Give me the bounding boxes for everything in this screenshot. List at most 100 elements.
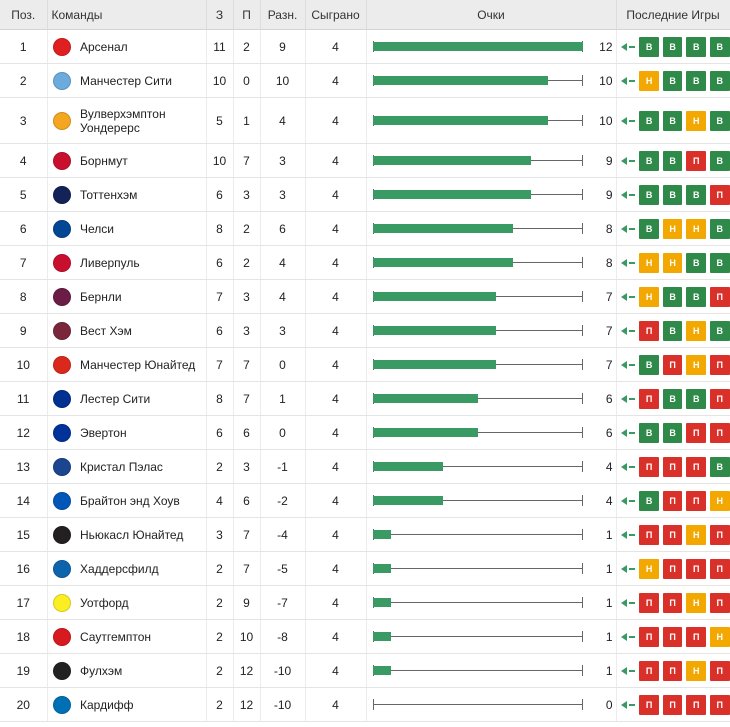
table-row[interactable]: 16 Хаддерсфилд 2 7 -5 4 1 Н П П П [0,551,730,586]
team-logo-icon[interactable] [52,151,71,170]
form-result-l[interactable]: П [662,626,683,647]
team-name[interactable]: Вест Хэм [76,313,207,348]
form-result-w[interactable]: В [639,490,659,511]
form-result-w[interactable]: В [662,320,683,341]
form-result-w[interactable]: В [639,150,659,171]
table-row[interactable]: 2 Манчестер Сити 10 0 10 4 10 Н В В В [0,63,730,98]
form-result-w[interactable]: В [639,36,659,57]
table-row[interactable]: 19 Фулхэм 2 12 -10 4 1 П П Н П [0,653,730,688]
form-result-w[interactable]: В [686,184,706,205]
form-result-w[interactable]: В [662,286,683,307]
form-result-w[interactable]: В [709,150,730,171]
team-logo-icon[interactable] [52,491,71,510]
form-result-l[interactable]: П [709,660,730,681]
table-row[interactable]: 3 Вулверхэмптон Уондерерс 5 1 4 4 10 В В Н В [0,97,730,144]
team-name[interactable]: Ньюкасл Юнайтед [76,517,207,552]
team-logo-icon[interactable] [52,457,71,476]
form-result-d[interactable]: Н [686,218,706,239]
team-name[interactable]: Ливерпуль [76,245,207,280]
form-result-l[interactable]: П [686,422,706,443]
team-name[interactable]: Кардифф [76,687,207,722]
form-result-d[interactable]: Н [639,70,659,91]
form-result-d[interactable]: Н [686,660,706,681]
form-result-w[interactable]: В [639,110,659,131]
form-result-l[interactable]: П [686,558,706,579]
team-logo-icon[interactable] [52,423,71,442]
form-result-l[interactable]: П [709,422,730,443]
form-result-w[interactable]: В [662,36,683,57]
form-result-l[interactable]: П [709,286,730,307]
form-result-l[interactable]: П [662,592,683,613]
form-result-l[interactable]: П [639,524,659,545]
form-result-l[interactable]: П [662,456,683,477]
form-result-w[interactable]: В [709,320,730,341]
form-result-l[interactable]: П [686,456,706,477]
team-name[interactable]: Манчестер Юнайтед [76,347,207,382]
team-logo-icon[interactable] [52,37,71,56]
form-result-l[interactable]: П [686,626,706,647]
form-result-w[interactable]: В [709,36,730,57]
form-result-w[interactable]: В [639,218,659,239]
team-logo-icon[interactable] [52,71,71,90]
form-result-l[interactable]: П [639,388,659,409]
form-result-w[interactable]: В [662,388,683,409]
team-logo-icon[interactable] [52,253,71,272]
form-result-w[interactable]: В [662,110,683,131]
form-result-w[interactable]: В [639,354,659,375]
team-name[interactable]: Челси [76,211,207,246]
form-result-d[interactable]: Н [662,252,683,273]
header-points[interactable]: Очки [366,0,617,30]
team-name[interactable]: Борнмут [76,143,207,178]
form-result-w[interactable]: В [709,252,730,273]
table-row[interactable]: 8 Бернли 7 3 4 4 7 Н В В П [0,279,730,314]
team-logo-icon[interactable] [52,593,71,612]
table-row[interactable]: 15 Ньюкасл Юнайтед 3 7 -4 4 1 П П Н П [0,517,730,552]
team-name[interactable]: Тоттенхэм [76,177,207,212]
form-result-w[interactable]: В [686,36,706,57]
form-result-d[interactable]: Н [709,490,730,511]
team-name[interactable]: Хаддерсфилд [76,551,207,586]
form-result-l[interactable]: П [709,354,730,375]
form-result-l[interactable]: П [662,490,683,511]
header-team[interactable]: Команды [47,0,207,30]
form-result-d[interactable]: Н [686,110,706,131]
team-name[interactable]: Эвертон [76,415,207,450]
form-result-w[interactable]: В [686,286,706,307]
header-conceded[interactable]: П [233,0,261,30]
form-result-l[interactable]: П [639,694,659,715]
form-result-d[interactable]: Н [686,354,706,375]
form-result-l[interactable]: П [662,524,683,545]
table-row[interactable]: 11 Лестер Сити 8 7 1 4 6 П В В П [0,381,730,416]
table-row[interactable]: 5 Тоттенхэм 6 3 3 4 9 В В В П [0,177,730,212]
table-row[interactable]: 12 Эвертон 6 6 0 4 6 В В П П [0,415,730,450]
header-played[interactable]: Сыграно [305,0,367,30]
team-logo-icon[interactable] [52,219,71,238]
form-result-l[interactable]: П [662,660,683,681]
form-result-l[interactable]: П [639,592,659,613]
team-logo-icon[interactable] [52,321,71,340]
team-logo-icon[interactable] [52,389,71,408]
table-row[interactable]: 10 Манчестер Юнайтед 7 7 0 4 7 В П Н П [0,347,730,382]
form-result-d[interactable]: Н [639,558,659,579]
team-logo-icon[interactable] [52,185,71,204]
team-logo-icon[interactable] [52,525,71,544]
team-name[interactable]: Вулверхэмптон Уондерерс [76,97,207,144]
header-scored[interactable]: З [206,0,234,30]
form-result-w[interactable]: В [686,388,706,409]
form-result-d[interactable]: Н [639,252,659,273]
form-result-d[interactable]: Н [709,626,730,647]
header-form[interactable]: Последние Игры [616,0,730,30]
form-result-w[interactable]: В [686,70,706,91]
team-name[interactable]: Кристал Пэлас [76,449,207,484]
form-result-l[interactable]: П [639,660,659,681]
team-name[interactable]: Саутгемптон [76,619,207,654]
form-result-l[interactable]: П [709,524,730,545]
form-result-l[interactable]: П [686,490,706,511]
table-row[interactable]: 1 Арсенал 11 2 9 4 12 В В В В [0,29,730,64]
table-row[interactable]: 13 Кристал Пэлас 2 3 -1 4 4 П П П В [0,449,730,484]
form-result-l[interactable]: П [639,320,659,341]
form-result-l[interactable]: П [639,626,659,647]
team-logo-icon[interactable] [52,695,71,714]
form-result-l[interactable]: П [709,694,730,715]
form-result-l[interactable]: П [709,592,730,613]
